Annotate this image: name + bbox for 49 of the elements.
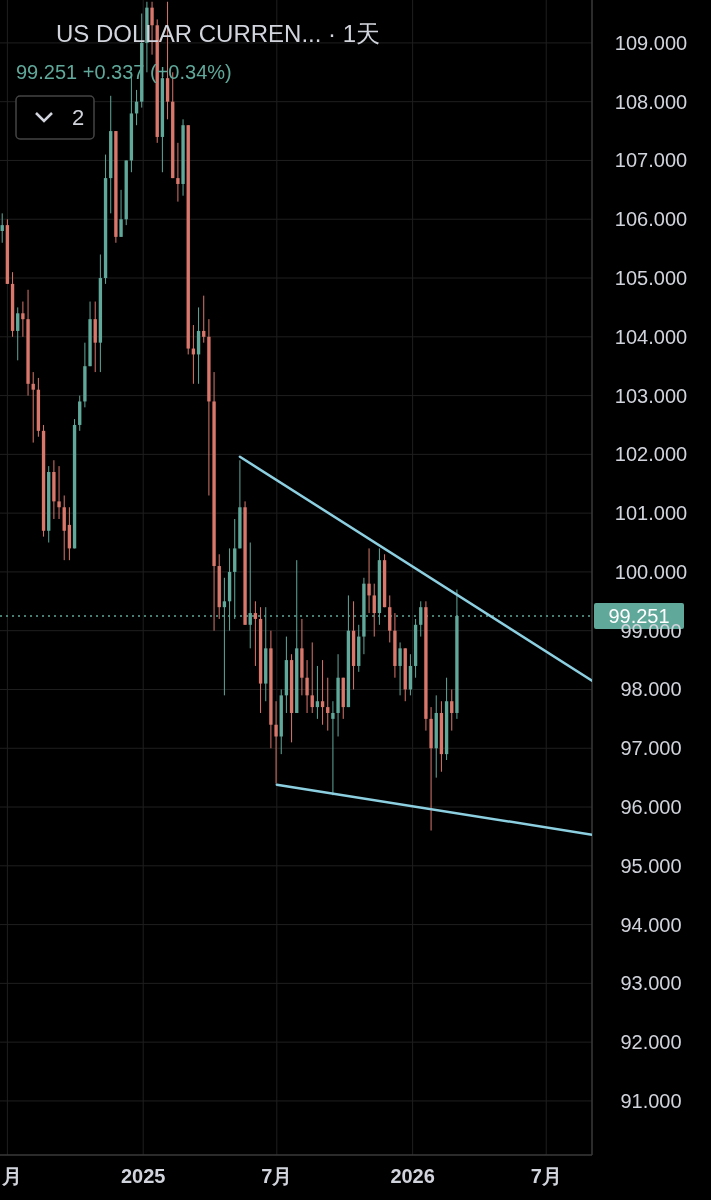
candlestick bbox=[21, 301, 25, 338]
y-tick-label: 92.000 bbox=[620, 1031, 682, 1054]
candlestick bbox=[320, 659, 325, 726]
y-tick-label: 95.000 bbox=[620, 854, 682, 877]
candlestick bbox=[0, 212, 4, 244]
candlestick bbox=[388, 594, 392, 643]
candlestick bbox=[176, 142, 180, 203]
y-tick-label: 104.000 bbox=[614, 325, 688, 348]
y-tick-label: 96.000 bbox=[620, 796, 682, 819]
y-tick-label: 108.000 bbox=[614, 90, 688, 113]
candlestick bbox=[315, 665, 320, 720]
y-tick-label: 97.000 bbox=[620, 737, 682, 760]
x-tick-label: 2025 bbox=[120, 1165, 166, 1187]
y-tick-label: 102.000 bbox=[614, 443, 688, 466]
y-tick-label: 91.000 bbox=[620, 1089, 682, 1112]
y-tick-label: 109.000 bbox=[614, 31, 688, 54]
candlestick bbox=[419, 600, 423, 638]
candlestick bbox=[119, 189, 123, 238]
button: 2 bbox=[15, 95, 95, 140]
y-tick-label: 107.000 bbox=[614, 149, 688, 172]
y-tick-label: 100.000 bbox=[614, 560, 688, 583]
y-tick-label: 101.000 bbox=[614, 502, 688, 525]
x-tick-label: 月 bbox=[1, 1165, 22, 1187]
candlestick bbox=[310, 641, 314, 714]
candlestick bbox=[274, 700, 278, 785]
candlestick bbox=[16, 306, 20, 361]
x-tick-label: 7月 bbox=[261, 1165, 293, 1187]
candlestick bbox=[372, 583, 376, 638]
candlestick bbox=[93, 301, 97, 373]
candlestick bbox=[78, 395, 82, 432]
y-tick-label: 98.000 bbox=[620, 678, 682, 701]
x-tick-label: 2026 bbox=[390, 1165, 435, 1187]
y-tick-label: 94.000 bbox=[620, 913, 682, 936]
annotation: 2 bbox=[71, 105, 85, 130]
candlestick bbox=[202, 295, 206, 344]
candlestick bbox=[31, 371, 35, 444]
candlestick bbox=[326, 677, 330, 732]
candlestick bbox=[450, 688, 454, 732]
x-tick-label: 7月 bbox=[530, 1165, 562, 1187]
candlestick bbox=[57, 465, 61, 520]
y-tick-label: 93.000 bbox=[620, 972, 682, 995]
candlestick bbox=[253, 600, 258, 667]
candlestick bbox=[367, 547, 371, 614]
candlestick bbox=[62, 495, 66, 561]
candlestick bbox=[305, 659, 309, 714]
candlestick bbox=[398, 641, 402, 696]
y-tick-label: 106.000 bbox=[614, 208, 688, 231]
y-tick-label: 103.000 bbox=[614, 384, 688, 407]
y-tick-label: 105.000 bbox=[614, 267, 688, 290]
